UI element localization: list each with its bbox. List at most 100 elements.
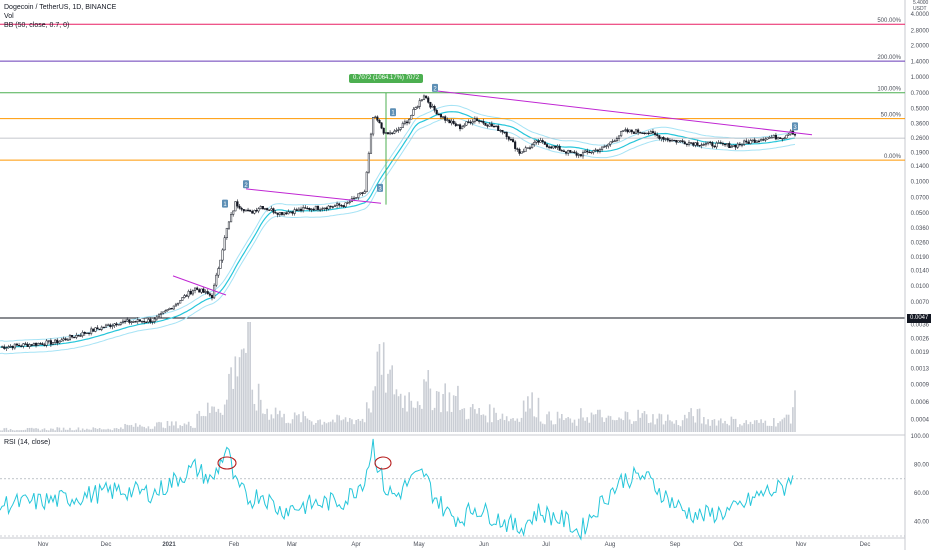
- volume-bar: [156, 422, 158, 432]
- volume-bar: [60, 430, 63, 432]
- candle-body: [160, 312, 163, 315]
- volume-bar: [266, 408, 268, 432]
- candle-body: [541, 140, 544, 143]
- volume-bar: [340, 420, 343, 432]
- volume-bar: [52, 428, 54, 432]
- candle-body: [753, 139, 756, 143]
- candle-body: [363, 191, 366, 194]
- candle-body: [611, 140, 614, 143]
- volume-bar: [518, 421, 521, 432]
- volume-bar: [234, 356, 237, 432]
- candle-body: [257, 208, 260, 212]
- candle-body: [626, 129, 629, 133]
- candle-body: [486, 125, 489, 127]
- candle-body: [206, 291, 209, 295]
- volume-bar: [446, 411, 449, 432]
- candle-body: [518, 148, 521, 154]
- candle-body: [539, 140, 542, 143]
- symbol-title[interactable]: Dogecoin / TetherUS, 1D, BINANCE: [4, 4, 117, 11]
- candle-body: [179, 300, 182, 304]
- volume-bar: [206, 402, 209, 432]
- candle-body: [681, 140, 684, 143]
- candle-body: [352, 197, 356, 200]
- candle-body: [526, 147, 529, 149]
- candle-body: [422, 95, 426, 100]
- candle-body: [787, 133, 790, 136]
- volume-bar: [387, 373, 389, 432]
- candle-body: [274, 212, 277, 214]
- candle-body: [22, 343, 25, 347]
- vol-indicator-label[interactable]: Vol: [4, 13, 14, 20]
- candle-body: [128, 319, 131, 323]
- candle-body: [369, 133, 373, 154]
- candle-body: [704, 143, 708, 145]
- volume-bar: [539, 421, 542, 432]
- volume-bar: [495, 412, 497, 432]
- candle-body: [620, 131, 623, 137]
- candle-body: [126, 319, 129, 322]
- candle-body: [20, 345, 23, 347]
- candle-body: [177, 302, 180, 305]
- rsi-indicator-label[interactable]: RSI (14, close): [4, 439, 51, 446]
- volume-bar: [590, 412, 593, 432]
- volume-bar: [624, 411, 627, 432]
- volume-bar: [484, 415, 487, 432]
- candle-body: [174, 303, 178, 307]
- volume-bar: [94, 428, 97, 432]
- volume-bar: [370, 412, 372, 432]
- volume-bar: [213, 406, 215, 432]
- volume-bar: [639, 417, 642, 432]
- candle-body: [598, 149, 602, 152]
- candle-body: [702, 144, 705, 146]
- volume-bar: [310, 421, 313, 432]
- volume-bar: [656, 418, 658, 432]
- candle-body: [295, 209, 298, 211]
- volume-bar: [9, 429, 12, 432]
- bb-indicator-label[interactable]: BB (50, close, 0.7, 0): [4, 22, 70, 29]
- candle-body: [132, 321, 135, 323]
- wave-marker-label: 3: [793, 125, 797, 131]
- candle-body: [225, 227, 228, 238]
- volume-bar: [259, 399, 262, 432]
- volume-bar: [211, 406, 213, 432]
- volume-bar: [758, 422, 760, 432]
- rsi-highlight-circle: [374, 456, 392, 470]
- volume-bar: [444, 383, 446, 432]
- volume-bar: [14, 430, 16, 432]
- candle-body: [202, 288, 205, 293]
- candle-body: [367, 152, 370, 173]
- bb-upper-band: [0, 104, 796, 342]
- volume-bar: [122, 428, 124, 432]
- candle-body: [266, 208, 269, 210]
- candle-body: [713, 145, 716, 148]
- candle-body: [463, 124, 466, 128]
- volume-bar: [683, 414, 686, 432]
- candle-body: [54, 339, 57, 343]
- last-price-tag[interactable]: 0.0047: [907, 314, 932, 323]
- candle-body: [728, 143, 731, 148]
- candle-body: [408, 118, 411, 124]
- price-axis-tick: 0.0700: [911, 196, 930, 202]
- candle-body: [94, 327, 97, 332]
- volume-bar: [686, 418, 688, 432]
- volume-bar: [194, 427, 196, 432]
- time-axis-tick: Feb: [229, 542, 240, 548]
- candle-body: [221, 249, 224, 261]
- candle-body: [166, 309, 169, 311]
- volume-bar: [698, 408, 701, 432]
- candle-body: [564, 151, 568, 154]
- volume-bar: [760, 419, 762, 432]
- candle-body: [581, 152, 585, 157]
- candle-body: [452, 120, 455, 124]
- candle-body: [115, 323, 118, 326]
- volume-bar: [196, 413, 198, 432]
- volume-bar: [338, 415, 340, 432]
- candle-body: [439, 114, 443, 118]
- candle-body: [630, 129, 633, 133]
- volume-bar: [450, 411, 453, 432]
- volume-bar: [569, 418, 572, 432]
- candle-body: [374, 116, 377, 118]
- wave-marker-label: 2: [244, 183, 248, 189]
- volume-bar: [660, 414, 663, 432]
